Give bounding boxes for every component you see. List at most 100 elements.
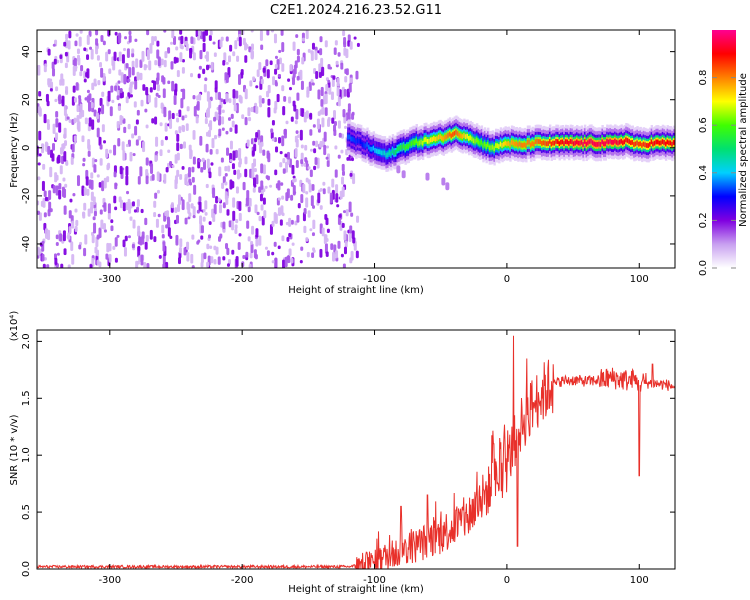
heatmap-noise-cell: [151, 80, 155, 84]
heatmap-noise-cell: [273, 107, 277, 114]
heatmap-noise-cell: [43, 212, 47, 218]
heatmap-signal-cell: [633, 142, 636, 147]
heatmap-noise-cell: [52, 142, 56, 151]
heatmap-noise-cell: [218, 166, 222, 177]
heatmap-noise-cell: [38, 91, 42, 97]
heatmap-noise-cell: [131, 243, 135, 249]
heatmap-noise-cell: [217, 256, 221, 265]
heatmap-noise-cell: [336, 77, 340, 87]
heatmap-noise-cell: [297, 134, 301, 138]
heatmap-signal-cell: [609, 138, 612, 144]
heatmap-signal-cell: [598, 141, 601, 147]
heatmap-noise-cell: [220, 157, 224, 163]
heatmap-noise-cell: [215, 148, 219, 155]
heatmap-noise-cell: [308, 183, 312, 193]
heatmap-noise-cell: [306, 86, 310, 94]
snr-y-tick-label: 0.0: [21, 561, 32, 577]
heatmap-noise-cell: [325, 156, 329, 160]
heatmap-noise-cell: [295, 159, 299, 168]
heatmap-noise-cell: [202, 31, 206, 42]
heatmap-noise-cell: [300, 80, 304, 91]
heatmap-noise-cell: [232, 150, 236, 161]
heatmap-noise-cell: [302, 183, 306, 194]
heatmap-noise-cell: [232, 197, 236, 208]
heatmap-noise-cell: [65, 86, 69, 95]
heatmap-noise-cell: [304, 144, 308, 151]
heatmap-noise-cell: [195, 30, 199, 38]
heatmap-noise-cell: [200, 261, 204, 268]
heatmap-noise-cell: [311, 205, 315, 209]
heatmap-noise-cell: [176, 133, 180, 142]
heatmap-signal-cell: [491, 144, 495, 150]
heatmap-noise-cell: [38, 153, 42, 157]
heatmap-noise-cell: [337, 120, 341, 129]
heatmap-noise-cell: [125, 175, 129, 186]
heatmap-noise-cell: [303, 112, 307, 123]
heatmap-signal-cell: [539, 139, 542, 145]
heatmap-noise-cell: [198, 93, 202, 101]
heatmap-signal-cell: [583, 139, 587, 144]
heatmap-noise-cell: [73, 117, 77, 124]
heatmap-noise-cell: [237, 241, 241, 250]
heatmap-noise-cell: [266, 30, 270, 36]
heatmap-signal-cell: [574, 140, 577, 146]
heatmap-signal-cell: [475, 137, 479, 143]
heatmap-noise-cell: [234, 124, 238, 134]
heatmap-noise-cell: [75, 82, 79, 91]
heatmap-signal-cell: [471, 136, 474, 142]
heatmap-signal-cell: [596, 142, 600, 147]
heatmap-noise-cell: [235, 218, 239, 224]
heatmap-noise-cell: [93, 210, 97, 217]
heatmap-noise-cell: [67, 232, 71, 240]
heatmap-noise-cell: [203, 252, 207, 260]
heatmap-noise-cell: [163, 173, 167, 184]
heatmap-noise-cell: [228, 220, 232, 228]
heatmap-noise-cell: [294, 135, 298, 143]
heatmap-noise-cell: [91, 234, 95, 244]
heatmap-noise-cell: [173, 35, 177, 45]
heatmap-noise-cell: [352, 173, 356, 185]
heatmap-signal-cell: [525, 143, 528, 148]
heatmap-noise-cell: [82, 157, 86, 162]
heatmap-noise-cell: [102, 40, 106, 46]
heatmap-noise-cell: [209, 148, 213, 155]
heatmap-signal-cell: [602, 141, 606, 147]
heatmap-noise-cell: [106, 242, 110, 253]
heatmap-noise-cell: [355, 70, 359, 80]
heatmap-noise-cell: [330, 243, 334, 251]
heatmap-signal-cell: [623, 139, 627, 145]
heatmap-signal-cell: [558, 141, 561, 147]
heatmap-noise-cell: [254, 254, 258, 260]
heatmap-noise-cell: [153, 80, 157, 91]
snr-y-tick-label: 0.5: [21, 504, 32, 520]
heatmap-noise-cell: [95, 112, 99, 120]
heatmap-noise-cell: [156, 40, 160, 47]
heatmap-noise-cell: [337, 154, 341, 159]
heatmap-noise-cell: [72, 85, 76, 93]
heatmap-noise-cell: [307, 179, 311, 185]
heatmap-noise-cell: [255, 174, 259, 185]
heatmap-signal-cell: [347, 134, 350, 140]
heatmap-noise-cell: [107, 203, 111, 215]
heatmap-noise-cell: [208, 123, 212, 128]
heatmap-noise-cell: [274, 81, 278, 87]
heatmap-noise-cell: [274, 169, 278, 176]
heatmap-noise-cell: [171, 30, 175, 39]
heatmap-signal-cell: [520, 142, 523, 148]
heatmap-noise-cell: [212, 213, 216, 223]
heatmap-noise-cell: [299, 259, 303, 264]
heatmap-noise-cell: [343, 88, 347, 97]
heatmap-noise-cell: [184, 114, 188, 119]
heatmap-noise-cell: [295, 34, 299, 39]
heatmap-x-label: Height of straight line (km): [288, 285, 424, 296]
heatmap-signal-cell: [650, 139, 654, 145]
heatmap-noise-cell: [114, 31, 118, 36]
heatmap-noise-cell: [186, 201, 190, 211]
heatmap-noise-cell: [83, 247, 87, 257]
heatmap-noise-cell: [188, 167, 192, 178]
heatmap-noise-cell: [181, 66, 185, 74]
heatmap-noise-cell: [101, 124, 105, 133]
heatmap-noise-cell: [319, 205, 323, 210]
heatmap-noise-cell: [225, 242, 229, 250]
heatmap-noise-cell: [232, 51, 236, 57]
